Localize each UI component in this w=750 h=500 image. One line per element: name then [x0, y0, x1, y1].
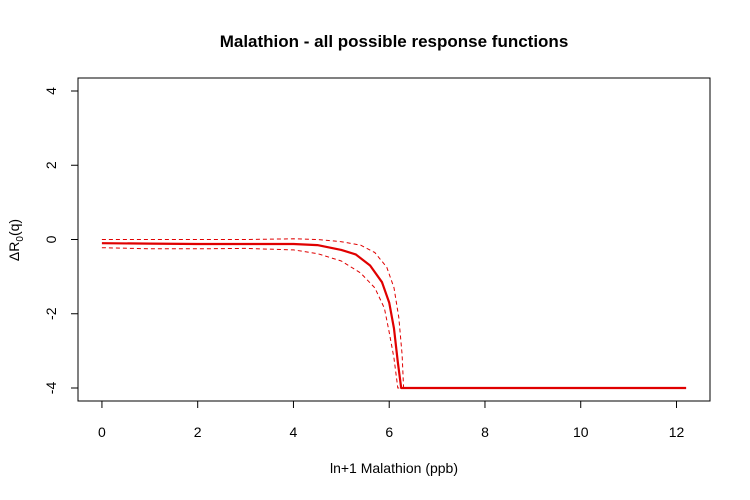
x-tick-label: 0 — [98, 424, 106, 440]
y-axis-label-sub: 0 — [15, 236, 26, 242]
y-axis-label-main: ΔR — [6, 242, 22, 261]
y-axis: -4 -2 0 2 4 — [43, 87, 79, 395]
y-tick-label: -2 — [43, 307, 59, 320]
y-tick-label: -4 — [43, 382, 59, 395]
y-tick-label: 2 — [43, 161, 59, 169]
x-axis-label: ln+1 Malathion (ppb) — [330, 460, 458, 476]
y-axis-label-suffix: (q) — [6, 219, 22, 236]
series-line-estimate — [101, 242, 687, 390]
series-line-lower — [101, 247, 687, 389]
svg-text:ΔR0(q): ΔR0(q) — [6, 219, 26, 261]
x-tick-label: 6 — [385, 424, 393, 440]
x-tick-label: 8 — [481, 424, 489, 440]
x-tick-label: 4 — [290, 424, 298, 440]
x-tick-label: 2 — [194, 424, 202, 440]
chart-title: Malathion - all possible response functi… — [220, 32, 569, 51]
x-tick-label: 12 — [669, 424, 685, 440]
series-line-upper — [101, 238, 687, 389]
x-axis: 0 2 4 6 8 10 12 — [98, 400, 685, 440]
y-tick-label: 4 — [43, 87, 59, 95]
x-tick-label: 10 — [573, 424, 589, 440]
series-layer — [101, 238, 687, 390]
y-tick-label: 0 — [43, 235, 59, 243]
y-axis-label: ΔR0(q) — [6, 219, 26, 261]
